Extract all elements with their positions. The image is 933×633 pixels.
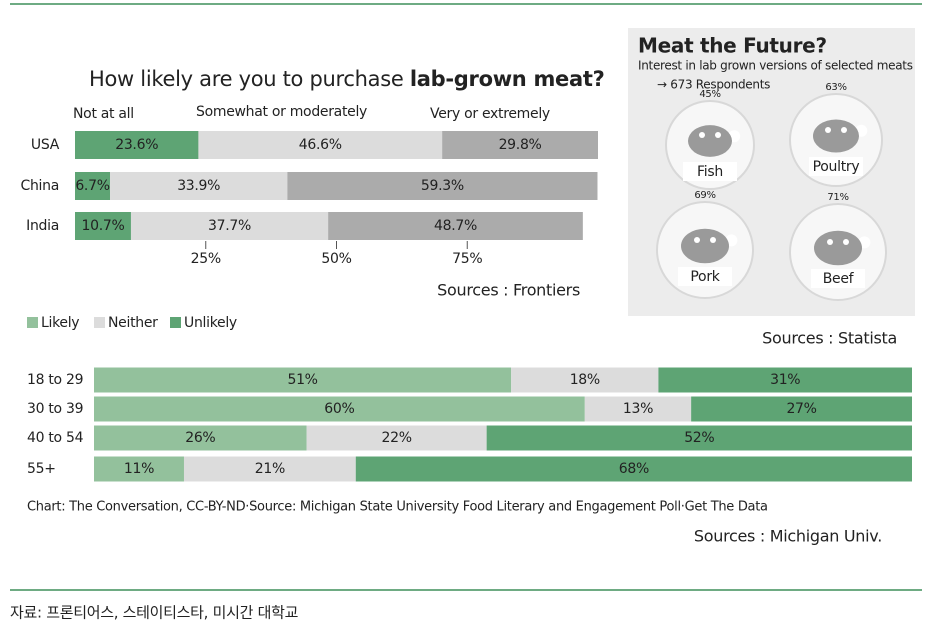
value-label: 33.9% — [177, 178, 220, 194]
value-label: 26% — [185, 430, 215, 446]
meat-label: Poultry — [813, 159, 860, 175]
title-text: How likely are you to purchase — [89, 67, 403, 91]
bar-segment — [130, 212, 329, 240]
bar-segment — [691, 396, 912, 422]
value-label: 10.7% — [81, 218, 124, 234]
bar-segment — [94, 367, 512, 393]
percent-label: 45% — [699, 89, 720, 100]
x-tick-label: 25% — [191, 251, 221, 267]
category-label: India — [26, 218, 59, 234]
panel-note: → 673 Respondents — [657, 78, 770, 92]
percent-label: 69% — [694, 190, 715, 201]
bar-segment — [287, 172, 598, 200]
caption: Chart: The Conversation, CC-BY-ND·Source… — [27, 500, 768, 515]
source: Sources : Statista — [762, 329, 897, 348]
footer: 자료: 프론티어스, 스테이티스타, 미시간 대학교 — [10, 604, 298, 622]
animal-eye — [825, 127, 831, 133]
category-label: USA — [31, 137, 60, 153]
value-label: 48.7% — [434, 218, 477, 234]
label-box — [809, 157, 863, 176]
bar-segment — [94, 425, 307, 451]
meat-label: Pork — [690, 269, 720, 285]
meat-label: Fish — [697, 164, 723, 180]
bar-segment — [75, 212, 131, 240]
category-label: 40 to 54 — [27, 430, 84, 446]
category-label: 18 to 29 — [27, 372, 83, 388]
value-label: 60% — [324, 401, 354, 417]
source: Sources : Frontiers — [437, 281, 580, 300]
legend-swatch — [27, 317, 38, 328]
legend-label: Unlikely — [184, 315, 237, 331]
value-label: 18% — [570, 372, 600, 388]
animal-icon — [688, 125, 732, 157]
animal-eye — [715, 132, 721, 138]
bar-segment — [198, 131, 443, 159]
animal-eye — [710, 237, 716, 243]
animal-icon — [814, 230, 862, 266]
bar-segment — [584, 396, 692, 422]
animal-icon — [681, 228, 729, 264]
category-label: 55+ — [27, 461, 56, 477]
legend-label: Somewhat or moderately — [196, 104, 367, 120]
animal-eye — [827, 239, 833, 245]
bar-segment — [75, 131, 199, 159]
bar-segment — [183, 456, 356, 482]
value-label: 51% — [287, 372, 317, 388]
animal-eye — [843, 239, 849, 245]
percent-label: 63% — [825, 82, 846, 93]
value-label: 13% — [623, 401, 653, 417]
title-emphasis: lab-grown meat? — [410, 67, 605, 91]
value-label: 21% — [255, 461, 285, 477]
value-label: 22% — [382, 430, 412, 446]
label-box — [678, 267, 732, 286]
source: Sources : Michigan Univ. — [694, 527, 882, 546]
animal-eye — [841, 127, 847, 133]
bar-segment — [658, 367, 912, 393]
value-label: 11% — [124, 461, 154, 477]
category-label: 30 to 39 — [27, 401, 83, 417]
category-label: China — [21, 178, 60, 194]
value-label: 31% — [770, 372, 800, 388]
meat-label: Beef — [823, 271, 855, 287]
value-label: 37.7% — [208, 218, 251, 234]
value-label: 46.6% — [299, 137, 342, 153]
legend-label: Neither — [108, 315, 158, 331]
bar-segment — [328, 212, 583, 240]
label-box — [811, 269, 865, 288]
label-box — [683, 162, 737, 181]
value-label: 68% — [619, 461, 649, 477]
legend-swatch — [170, 317, 181, 328]
bar-segment — [511, 367, 659, 393]
legend-label: Not at all — [73, 106, 134, 122]
legend-label: Likely — [41, 315, 79, 331]
animal-icon — [813, 119, 859, 153]
percent-label: 71% — [827, 192, 848, 203]
legend-swatch — [94, 317, 105, 328]
panel-subtitle: Interest in lab grown versions of select… — [638, 59, 913, 73]
value-label: 23.6% — [115, 137, 158, 153]
chart-title: How likely are you to purchase lab-grown… — [89, 67, 605, 91]
value-label: 59.3% — [421, 178, 464, 194]
panel-title: Meat the Future? — [638, 34, 827, 58]
bar-segment — [355, 456, 912, 482]
value-label: 6.7% — [75, 178, 109, 194]
bar-segment — [94, 456, 184, 482]
bar-segment — [75, 172, 111, 200]
bar-segment — [110, 172, 288, 200]
bar-segment — [442, 131, 598, 159]
animal-eye — [699, 132, 705, 138]
value-label: 27% — [786, 401, 816, 417]
animal-eye — [694, 237, 700, 243]
x-tick-label: 75% — [452, 251, 482, 267]
x-tick-label: 50% — [321, 251, 351, 267]
bar-segment — [94, 396, 585, 422]
value-label: 29.8% — [499, 137, 542, 153]
bar-segment — [486, 425, 912, 451]
legend-label: Very or extremely — [430, 106, 550, 122]
value-label: 52% — [684, 430, 714, 446]
bar-segment — [306, 425, 487, 451]
